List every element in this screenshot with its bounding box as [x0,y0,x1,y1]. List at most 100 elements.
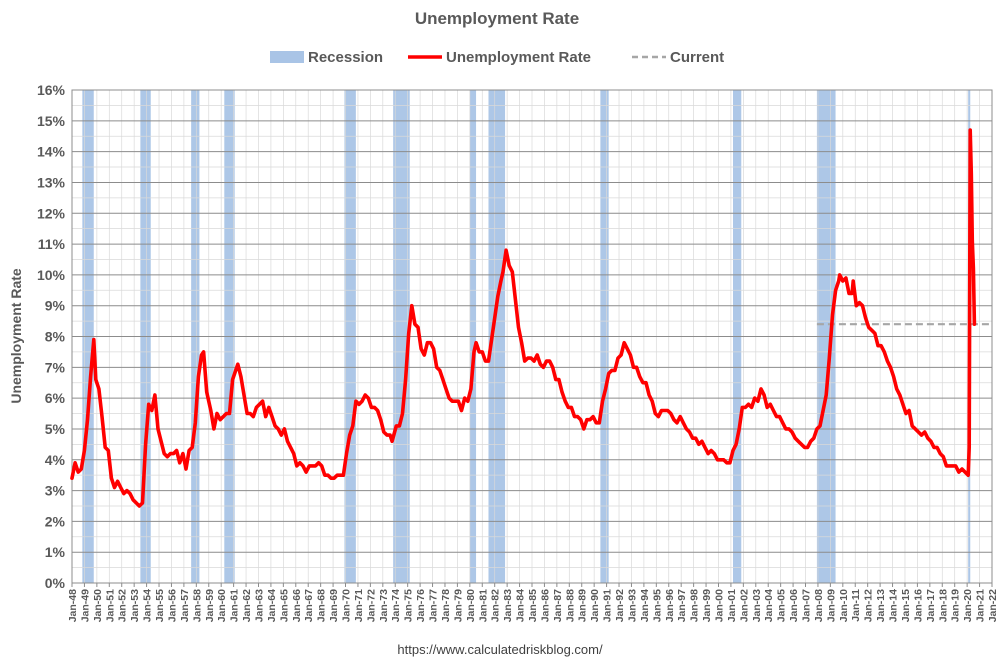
x-tick-label: Jan-91 [602,589,614,622]
y-tick-label: 14% [37,144,66,160]
x-tick-label: Jan-62 [241,589,253,622]
x-tick-label: Jan-67 [303,589,315,622]
x-tick-label: Jan-19 [950,589,962,622]
x-tick-label: Jan-61 [229,589,241,622]
x-tick-label: Jan-94 [639,589,651,622]
x-tick-label: Jan-81 [477,589,489,622]
x-tick-label: Jan-11 [850,589,862,622]
x-tick-label: Jan-96 [664,589,676,622]
y-tick-label: 2% [45,513,66,529]
x-tick-label: Jan-58 [191,589,203,622]
y-tick-label: 9% [45,298,66,314]
legend-label: Unemployment Rate [446,49,591,66]
x-tick-label: Jan-05 [776,589,788,622]
x-tick-label: Jan-51 [104,589,116,622]
x-tick-label: Jan-53 [129,589,141,622]
x-tick-label: Jan-01 [726,589,738,622]
y-tick-label: 11% [38,236,66,252]
x-tick-label: Jan-69 [328,589,340,622]
x-tick-label: Jan-95 [651,589,663,622]
x-tick-label: Jan-48 [67,589,79,622]
x-tick-label: Jan-54 [142,589,154,622]
x-tick-label: Jan-56 [167,589,179,622]
y-axis-label: Unemployment Rate [8,268,24,404]
x-tick-label: Jan-92 [614,589,626,622]
y-tick-label: 12% [37,205,66,221]
x-tick-label: Jan-17 [925,589,937,622]
y-tick-label: 16% [37,82,66,98]
x-tick-label: Jan-82 [490,589,502,622]
x-tick-label: Jan-07 [801,589,813,622]
legend-swatch-recession [270,51,304,63]
y-tick-label: 10% [37,267,66,283]
chart-title: Unemployment Rate [415,9,579,28]
x-tick-label: Jan-06 [788,589,800,622]
x-tick-label: Jan-10 [838,589,850,622]
x-tick-label: Jan-68 [316,589,328,622]
legend-item: Current [632,49,724,66]
x-axis: Jan-48 Jan-49 Jan-50 Jan-51 Jan-52 Jan-53 Jan-… [67,583,999,622]
y-tick-label: 8% [45,329,66,345]
x-tick-label: Jan-64 [266,589,278,622]
x-tick-label: Jan-00 [714,589,726,622]
unemployment-rate-line [70,128,977,508]
x-tick-label: Jan-57 [179,589,191,622]
x-tick-label: Jan-22 [987,589,999,622]
x-tick-label: Jan-76 [415,589,427,622]
x-tick-label: Jan-18 [937,589,949,622]
x-tick-label: Jan-89 [577,589,589,622]
x-tick-label: Jan-65 [278,589,290,622]
x-tick-label: Jan-63 [254,589,266,622]
x-tick-label: Jan-99 [701,589,713,622]
x-tick-label: Jan-13 [875,589,887,622]
x-tick-label: Jan-87 [552,589,564,622]
y-tick-label: 3% [45,483,66,499]
series-lines [70,128,977,508]
y-tick-label: 15% [37,113,66,129]
x-tick-label: Jan-03 [751,589,763,622]
x-tick-label: Jan-66 [291,589,303,622]
y-tick-label: 13% [37,174,66,190]
x-tick-label: Jan-86 [539,589,551,622]
x-tick-label: Jan-14 [888,589,900,622]
x-tick-label: Jan-08 [813,589,825,622]
x-tick-label: Jan-98 [689,589,701,622]
x-tick-label: Jan-52 [117,589,129,622]
x-tick-label: Jan-59 [204,589,216,622]
y-tick-label: 6% [45,390,66,406]
x-tick-label: Jan-12 [863,589,875,622]
x-tick-label: Jan-72 [365,589,377,622]
x-tick-label: Jan-77 [428,589,440,622]
y-tick-label: 7% [45,359,66,375]
legend-label: Current [670,49,724,66]
x-tick-label: Jan-09 [825,589,837,622]
y-tick-label: 1% [45,544,66,560]
y-tick-label: 0% [45,575,66,591]
x-tick-label: Jan-49 [79,589,91,622]
source-url: https://www.calculatedriskblog.com/ [397,642,603,657]
x-tick-label: Jan-50 [92,589,104,622]
x-tick-label: Jan-88 [564,589,576,622]
legend-item: Recession [270,49,383,66]
x-tick-label: Jan-71 [353,589,365,622]
x-tick-label: Jan-04 [763,589,775,622]
gridlines [71,89,993,584]
x-tick-label: Jan-60 [216,589,228,622]
x-tick-label: Jan-55 [154,589,166,622]
x-tick-label: Jan-83 [502,589,514,622]
x-tick-label: Jan-20 [962,589,974,622]
x-tick-label: Jan-84 [515,589,527,622]
x-tick-label: Jan-70 [341,589,353,622]
legend-label: Recession [308,49,383,66]
legend: Recession Unemployment Rate Current [270,49,724,66]
x-tick-label: Jan-93 [627,589,639,622]
y-tick-label: 5% [45,421,66,437]
x-tick-label: Jan-97 [676,589,688,622]
x-tick-label: Jan-90 [589,589,601,622]
x-tick-label: Jan-85 [527,589,539,622]
x-tick-label: Jan-75 [403,589,415,622]
x-tick-label: Jan-74 [390,589,402,622]
x-tick-label: Jan-02 [738,589,750,622]
